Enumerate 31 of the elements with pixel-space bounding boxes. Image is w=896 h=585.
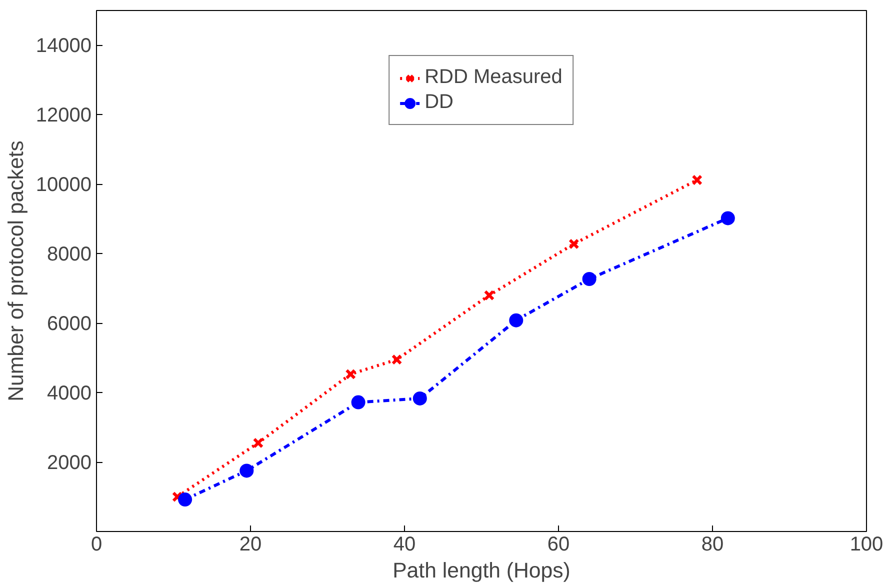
point: [252, 438, 264, 448]
point: [568, 238, 580, 250]
point: [351, 395, 366, 410]
y-tick-label: 10000: [36, 174, 92, 196]
point: [240, 464, 254, 478]
x-tick-label: 60: [547, 534, 570, 556]
point: [172, 491, 183, 502]
y-tick-label: 2000: [47, 452, 92, 474]
legend-label: DD: [424, 91, 454, 114]
y-tick-label: 6000: [47, 313, 92, 336]
point: [345, 368, 356, 380]
x-tick-label: 80: [701, 534, 724, 556]
point: [391, 354, 402, 365]
x-axis-title: Path length (Hops): [392, 558, 570, 582]
y-tick-label: 8000: [47, 244, 92, 266]
point: [412, 391, 427, 406]
legend-label: RDD Measured: [424, 66, 562, 89]
point: [582, 272, 596, 286]
y-tick-label: 4000: [47, 382, 92, 405]
y-axis-title: Number of protocol packets: [4, 140, 28, 402]
point: [692, 174, 702, 186]
point: [509, 313, 524, 328]
x-tick-label: 40: [393, 534, 416, 556]
point: [720, 211, 735, 226]
y-tick-label: 12000: [36, 104, 92, 127]
point: [178, 492, 192, 507]
point: [484, 290, 495, 301]
y-tick-label: 14000: [36, 35, 92, 58]
x-tick-label: 20: [239, 534, 262, 556]
x-tick-label: 100: [850, 534, 884, 556]
x-tick-label: 0: [90, 534, 102, 556]
